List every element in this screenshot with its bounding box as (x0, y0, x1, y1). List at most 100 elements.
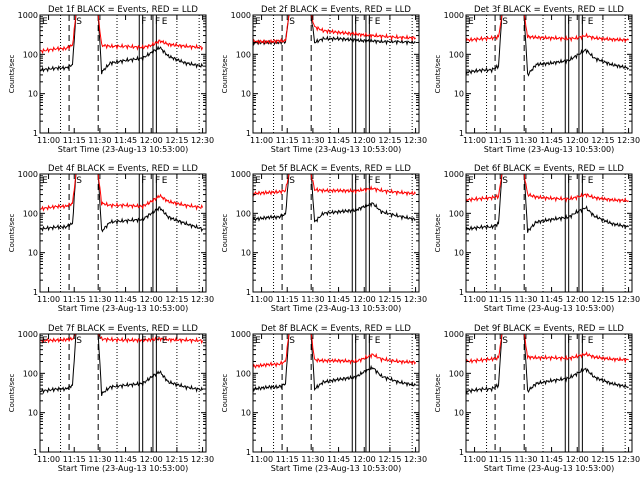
plot-frame (252, 173, 420, 293)
marker-label-1: E (42, 336, 48, 346)
x-tick-label: 11:00 (37, 455, 60, 464)
y-tick-label: 1000 (231, 330, 251, 339)
x-tick-label: 12:15 (591, 295, 614, 304)
x-tick-label: 11:30 (88, 136, 111, 145)
y-tick-label: 1000 (444, 170, 464, 179)
series-line-2 (39, 14, 204, 55)
series-line-1 (252, 173, 416, 223)
marker-label-1: E (255, 176, 261, 186)
panel-title: Det 9f BLACK = Events, RED = LLD (474, 324, 624, 334)
marker-label-2: S (502, 17, 508, 27)
series-line-1 (465, 14, 629, 77)
panel-2: 1 10 100 1000 11:00 11:15 11:30 11:45 12:00 12:15… (221, 5, 427, 154)
y-axis-label: Counts/sec (8, 55, 16, 94)
x-tick-label: 11:30 (514, 136, 537, 145)
series-line-2 (252, 333, 417, 369)
marker-label-3: F (567, 336, 572, 346)
marker-label-1: E (468, 17, 474, 27)
x-tick-label: 12:30 (617, 295, 640, 304)
y-tick-label: 100 (449, 50, 464, 59)
plot-frame (465, 173, 633, 293)
panel-4: 1 10 100 1000 11:00 11:15 11:30 11:45 12:00 12:15… (8, 164, 214, 313)
y-tick-label: 100 (23, 50, 38, 59)
y-tick-label: 1 (33, 448, 38, 457)
marker-label-5: E (162, 17, 168, 27)
x-tick-label: 12:00 (140, 136, 163, 145)
y-tick-label: 10 (28, 90, 38, 99)
marker-label-1: E (255, 336, 261, 346)
y-tick-label: 100 (236, 50, 251, 59)
x-tick-label: 11:00 (463, 455, 486, 464)
y-tick-label: 10 (454, 409, 464, 418)
panel-title: Det 7f BLACK = Events, RED = LLD (48, 324, 198, 334)
series-line-1 (465, 173, 629, 233)
x-tick-label: 11:45 (327, 295, 350, 304)
x-tick-label: 11:30 (301, 295, 324, 304)
marker-label-4: F (368, 176, 373, 186)
panel-title: Det 8f BLACK = Events, RED = LLD (261, 324, 411, 334)
y-tick-label: 10 (28, 249, 38, 258)
y-tick-label: 100 (23, 209, 38, 218)
marker-label-4: F (155, 176, 160, 186)
marker-label-4: F (581, 176, 586, 186)
x-tick-label: 12:00 (140, 295, 163, 304)
x-tick-label: 11:30 (301, 455, 324, 464)
plot-frame (465, 14, 633, 134)
plot-frame (39, 333, 207, 453)
x-tick-label: 12:00 (566, 136, 589, 145)
marker-label-3: F (567, 176, 572, 186)
marker-label-2: S (76, 176, 82, 186)
y-tick-label: 10 (241, 90, 251, 99)
x-tick-label: 11:45 (327, 136, 350, 145)
y-tick-label: 100 (236, 369, 251, 378)
marker-label-2: S (76, 17, 82, 27)
x-tick-label: 12:30 (617, 136, 640, 145)
series-line-2 (39, 333, 204, 345)
plot-frame (39, 173, 207, 293)
y-tick-label: 1000 (444, 330, 464, 339)
x-tick-label: 12:00 (566, 295, 589, 304)
series-line-2 (252, 173, 417, 197)
y-tick-label: 1 (33, 129, 38, 138)
x-tick-label: 11:45 (114, 136, 137, 145)
y-tick-label: 1000 (18, 11, 38, 20)
marker-label-1: E (42, 17, 48, 27)
y-axis-label: Counts/sec (8, 214, 16, 253)
x-tick-label: 11:00 (250, 455, 273, 464)
panel-5: 1 10 100 1000 11:00 11:15 11:30 11:45 12:00 12:15… (221, 164, 427, 313)
x-tick-label: 12:00 (353, 136, 376, 145)
x-tick-label: 11:45 (114, 295, 137, 304)
marker-label-4: F (581, 336, 586, 346)
marker-label-2: S (289, 176, 295, 186)
series-line-1 (39, 333, 204, 397)
series-line-1 (465, 333, 629, 395)
x-tick-label: 12:15 (378, 455, 401, 464)
panel-1: 1 10 100 1000 11:00 11:15 11:30 11:45 12:00 12:15… (8, 5, 214, 154)
panel-8: 1 10 100 1000 11:00 11:15 11:30 11:45 12:00 12:15… (221, 324, 427, 473)
y-tick-label: 1000 (444, 11, 464, 20)
x-tick-label: 11:30 (301, 136, 324, 145)
marker-label-2: S (289, 336, 295, 346)
x-tick-label: 12:15 (378, 136, 401, 145)
x-tick-label: 11:15 (276, 455, 299, 464)
x-tick-label: 11:00 (250, 295, 273, 304)
marker-label-4: F (368, 336, 373, 346)
y-axis-label: Counts/sec (221, 374, 229, 413)
y-tick-label: 1 (459, 448, 464, 457)
series-line-1 (252, 333, 417, 392)
series-line-2 (252, 14, 416, 45)
series-line-2 (39, 173, 204, 212)
y-tick-label: 1 (246, 448, 251, 457)
x-tick-label: 11:30 (88, 455, 111, 464)
x-tick-label: 12:30 (617, 455, 640, 464)
x-axis-label: Start Time (23-Aug-13 10:53:00) (484, 304, 615, 313)
panel-6: 1 10 100 1000 11:00 11:15 11:30 11:45 12:00 12:15… (434, 164, 640, 313)
x-tick-label: 11:00 (463, 136, 486, 145)
x-tick-label: 11:45 (327, 455, 350, 464)
marker-label-5: E (375, 176, 381, 186)
y-axis-label: Counts/sec (221, 214, 229, 253)
x-tick-label: 12:00 (140, 455, 163, 464)
y-axis-label: Counts/sec (221, 55, 229, 94)
y-axis-label: Counts/sec (434, 55, 442, 94)
